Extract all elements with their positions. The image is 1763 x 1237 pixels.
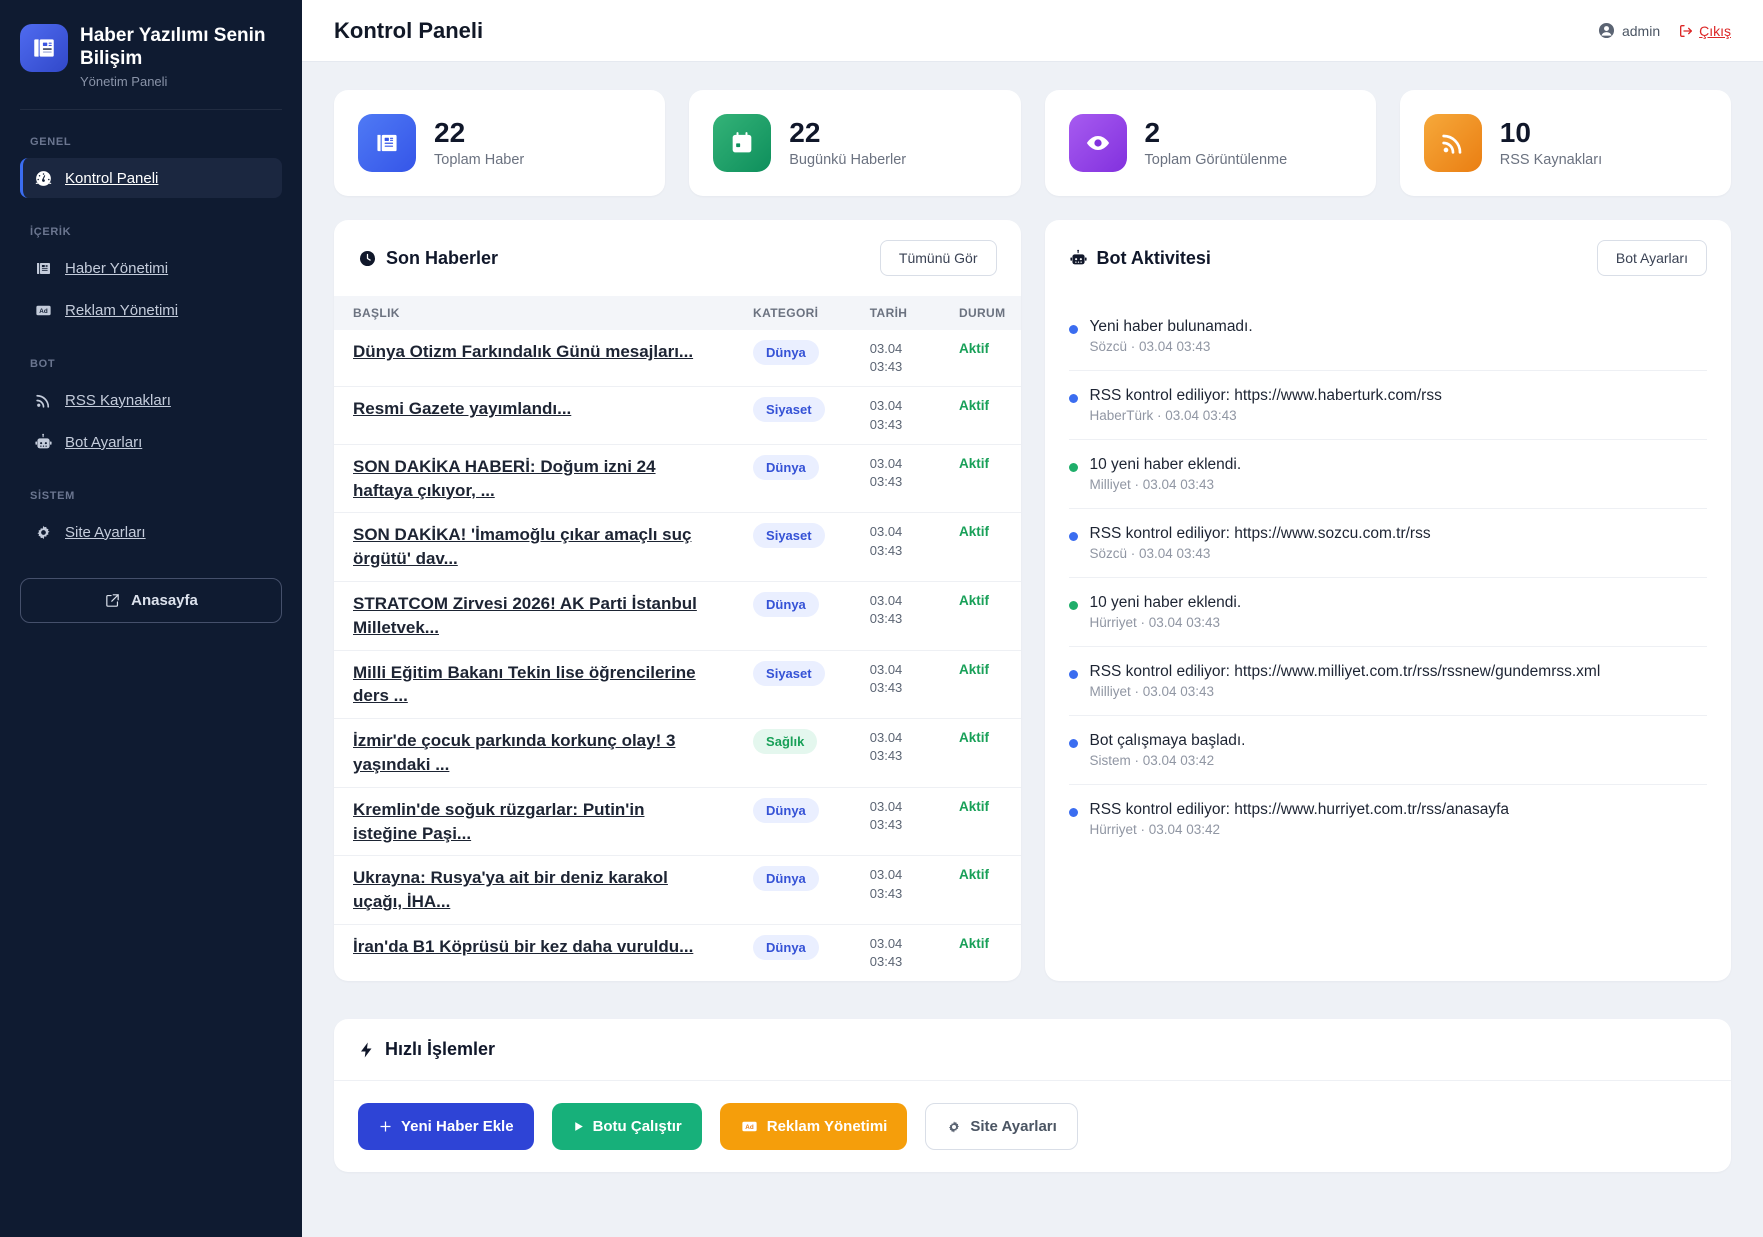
svg-text:Ad: Ad xyxy=(745,1124,754,1131)
svg-text:Ad: Ad xyxy=(39,308,48,315)
